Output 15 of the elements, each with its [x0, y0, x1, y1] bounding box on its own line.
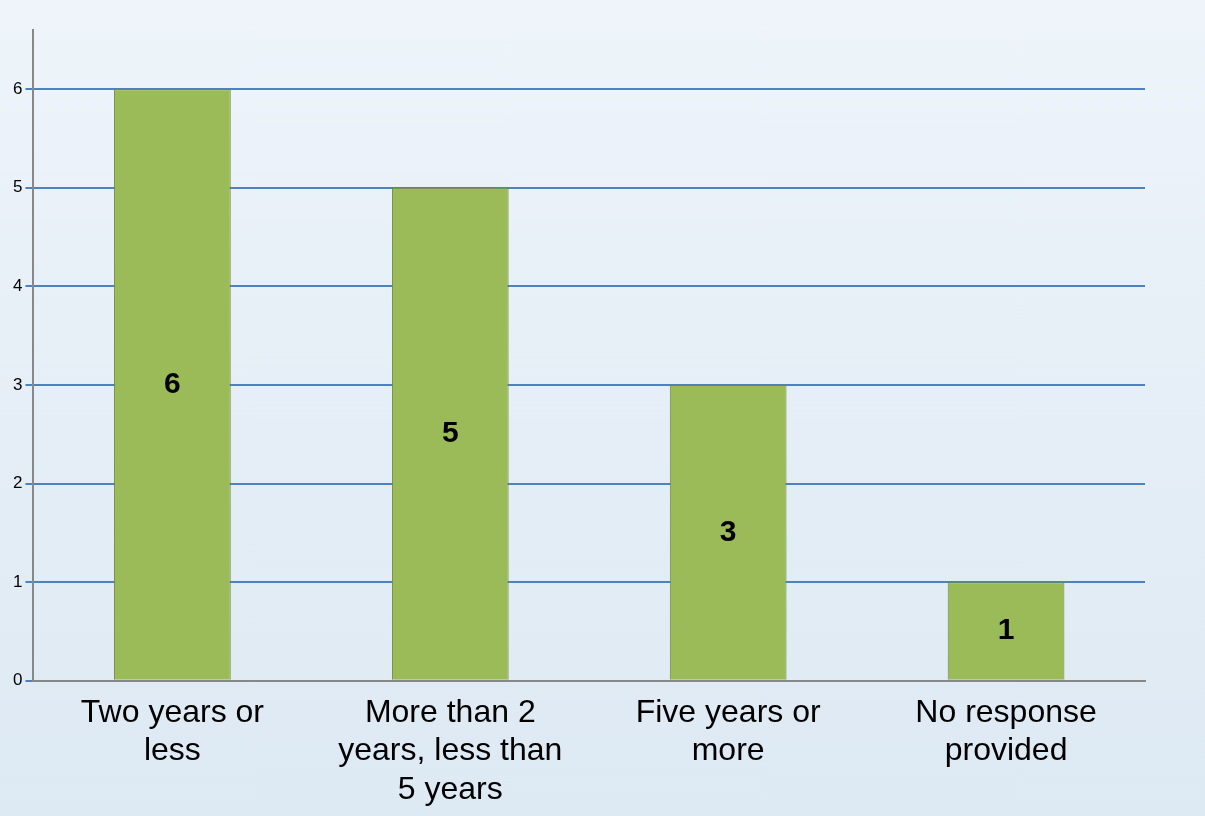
- x-tick-label: Two years or less: [80, 692, 265, 768]
- y-tick-label: 5: [12, 177, 23, 197]
- y-tick-label: 3: [12, 374, 23, 394]
- y-tick-label: 2: [12, 473, 23, 493]
- y-tick-label: 4: [12, 276, 23, 296]
- x-tick-label: No response provided: [915, 692, 1097, 768]
- y-tick-label: 6: [12, 78, 23, 98]
- data-label: 3: [719, 513, 737, 547]
- y-tick-label: 1: [12, 571, 23, 591]
- data-label: 5: [441, 415, 459, 449]
- x-tick-label: More than 2 years, less than 5 years: [338, 692, 563, 806]
- data-label: 6: [164, 365, 181, 399]
- x-tick-label: Five years or more: [635, 692, 821, 768]
- y-tick-label: 0: [12, 670, 23, 690]
- data-label: 1: [997, 612, 1015, 646]
